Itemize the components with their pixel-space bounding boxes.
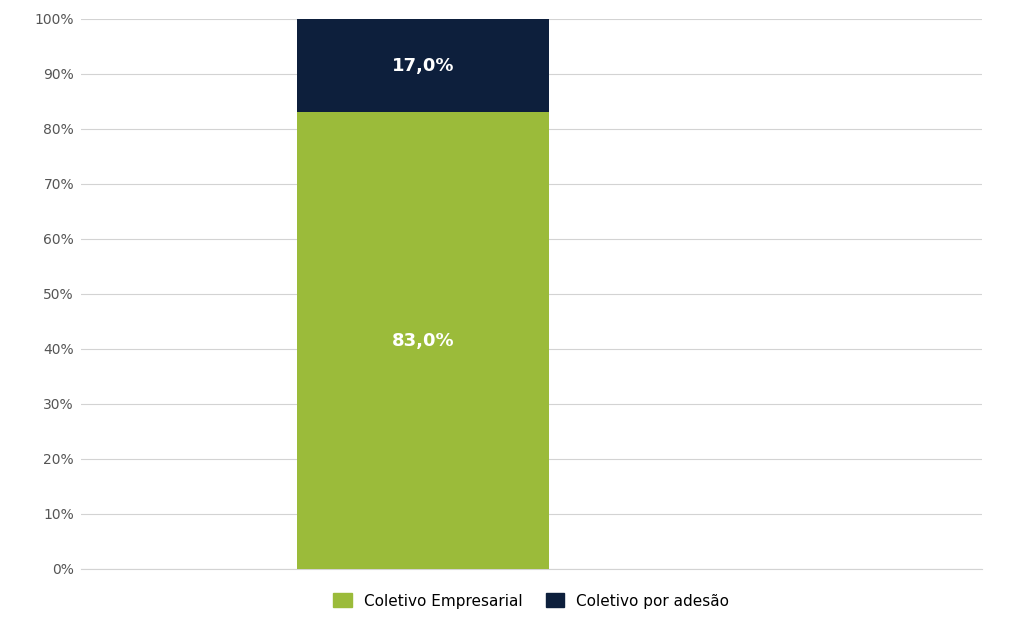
- Bar: [297, 112, 549, 569]
- Bar: [297, 19, 549, 112]
- Text: 83,0%: 83,0%: [391, 332, 454, 349]
- Legend: Coletivo Empresarial, Coletivo por adesão: Coletivo Empresarial, Coletivo por adesã…: [326, 586, 736, 616]
- Text: 17,0%: 17,0%: [391, 57, 454, 75]
